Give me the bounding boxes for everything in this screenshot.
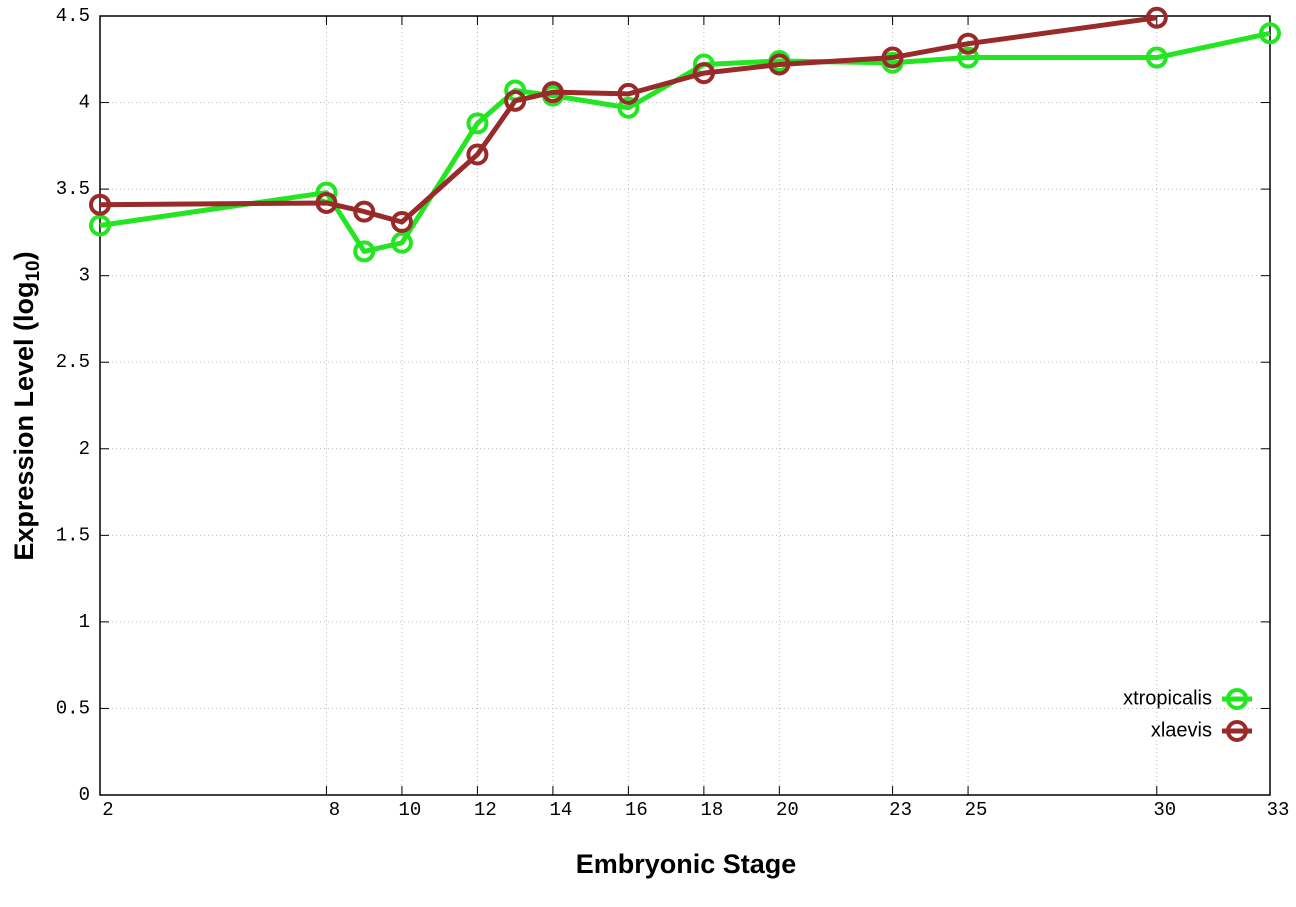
y-axis-label: Expression Level (log10) [9,251,44,560]
y-label-sub: 10 [23,260,44,281]
data-point [353,240,376,263]
data-point [353,200,376,223]
data-point [1145,6,1168,29]
y-tick-label: 1 [79,611,90,633]
data-point [768,53,791,76]
legend-label: xlaevis [1151,719,1212,741]
plot-frame [99,15,1271,796]
y-tick-label: 0 [79,784,90,806]
data-point [957,46,980,69]
series-line [99,15,1158,225]
data-point [89,193,111,216]
data-point [617,96,640,119]
data-point [957,32,980,55]
series-line [99,30,1271,254]
x-tick-label: 2 [102,799,113,821]
data-point [89,214,111,237]
x-tick-label: 8 [329,799,340,821]
x-tick-label: 25 [965,799,988,821]
data-point [390,211,413,234]
x-tick-label: 23 [889,799,912,821]
data-point [466,143,489,166]
data-point [541,81,564,104]
y-tick-label: 2 [79,438,90,460]
y-tick-label: 3.5 [56,178,90,200]
x-tick-label: 14 [549,799,572,821]
y-tick-label: 4.5 [56,5,90,27]
x-tick-label: 12 [474,799,497,821]
x-axis-label: Embryonic Stage [576,849,797,879]
y-tick-label: 2.5 [56,351,90,373]
x-tick-label: 20 [776,799,799,821]
x-tick-label: 30 [1153,799,1176,821]
x-tick-label: 33 [1267,799,1290,821]
y-tick-label: 0.5 [56,697,90,719]
x-tick-label: 16 [625,799,648,821]
data-point [504,89,527,112]
data-point [1145,46,1168,69]
data-point [466,112,489,135]
data-point [390,231,413,254]
data-point [617,82,640,105]
x-tick-label: 18 [700,799,723,821]
x-tick-label: 10 [399,799,422,821]
y-label-main: Expression Level (log [9,282,39,561]
legend-marker [1226,720,1248,742]
y-tick-label: 4 [79,92,90,114]
y-tick-label: 3 [79,265,90,287]
legend-marker [1226,688,1248,710]
data-point [881,46,904,69]
data-point [1259,22,1281,45]
y-label-end: ) [9,251,39,260]
y-tick-label: 1.5 [56,524,90,546]
data-point [315,191,338,214]
data-point [692,62,715,85]
legend-label: xtropicalis [1123,687,1212,709]
